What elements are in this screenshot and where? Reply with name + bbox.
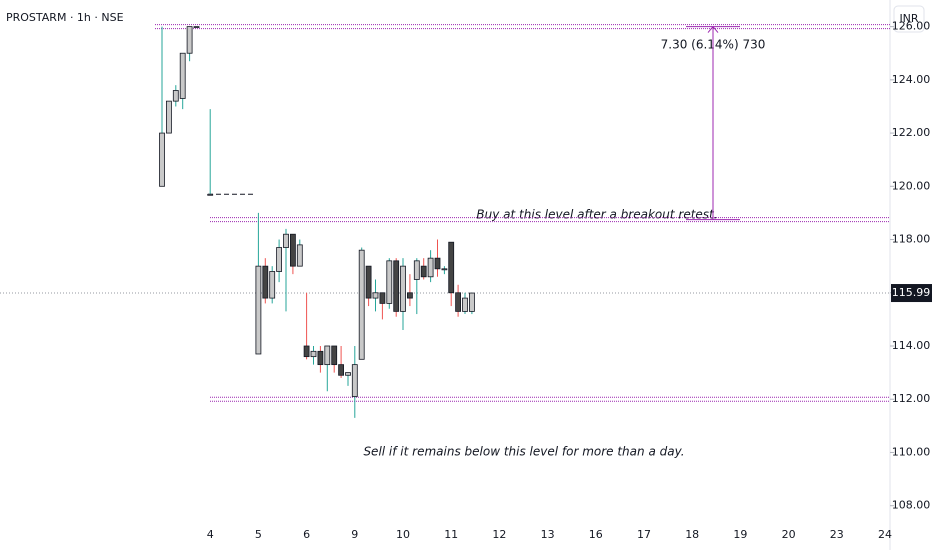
candle-body [172,90,179,102]
x-tick-label: 18 [685,528,699,541]
candle-body [317,350,324,366]
candle-body [427,257,434,278]
candle-body [455,292,462,312]
y-tick-label: 122.00 [892,126,931,139]
candle-body [441,268,448,271]
x-tick-label: 17 [637,528,651,541]
y-tick-label: 120.00 [892,179,931,192]
x-tick-label: 9 [351,528,358,541]
candle-body [434,257,441,270]
x-tick-label: 12 [492,528,506,541]
candle-body [179,52,186,99]
x-tick-label: 10 [396,528,410,541]
candle-body [448,241,455,294]
x-tick-label: 16 [589,528,603,541]
x-tick-label: 13 [541,528,555,541]
candle-body [165,100,172,134]
chart-title: PROSTARM · 1h · NSE [6,11,124,24]
candle-body [386,260,393,304]
x-tick-label: 11 [444,528,458,541]
candle-body [303,345,310,358]
x-tick-label: 5 [255,528,262,541]
candle-body [379,292,386,304]
candle-body [324,345,331,366]
y-tick-label: 126.00 [892,20,931,33]
annotation: Buy at this level after a breakout retes… [476,208,717,222]
y-tick-label: 114.00 [892,339,931,352]
x-tick-label: 23 [830,528,844,541]
candle-body [345,372,351,376]
x-tick-label: 20 [782,528,796,541]
last-price-box [891,284,932,303]
candle-body [289,233,296,267]
candle-body [193,26,200,29]
x-tick-label: 24 [878,528,892,541]
currency-box[interactable] [893,5,925,33]
y-tick-label: 118.00 [892,233,931,246]
candle-body [413,260,420,280]
candle-body [186,26,193,54]
candle-body [276,247,283,272]
currency: INR [899,12,918,25]
candle-body [283,233,289,248]
y-tick-label: 110.00 [892,445,931,458]
y-tick-label: 124.00 [892,73,931,86]
candle-body [351,364,358,397]
y-tick-label: 108.00 [892,499,931,512]
candle-body [262,265,269,299]
candle-body [331,345,338,366]
y-tick-label: 112.00 [892,392,931,405]
candle-body [393,260,400,312]
candle-body [159,132,165,187]
annotation: Sell if it remains below this level for … [363,445,684,459]
candle-body [372,292,379,299]
candle-body [420,265,427,278]
last-price-label: 115.99 [892,286,931,299]
candle-body [338,364,345,376]
candle-body [296,244,303,267]
x-tick-label: 6 [303,528,310,541]
candle-body [269,271,276,299]
candle-body [400,265,406,312]
candle-body [462,297,468,312]
candle-body [406,292,413,299]
candle-body [468,292,475,312]
candle-body [310,350,317,358]
candle-body [207,193,214,196]
candle-body [365,265,372,299]
candle-body [255,265,262,355]
x-tick-label: 19 [733,528,747,541]
candle-body [358,249,365,360]
x-tick-label: 4 [207,528,214,541]
measure-arrowhead [707,25,719,33]
